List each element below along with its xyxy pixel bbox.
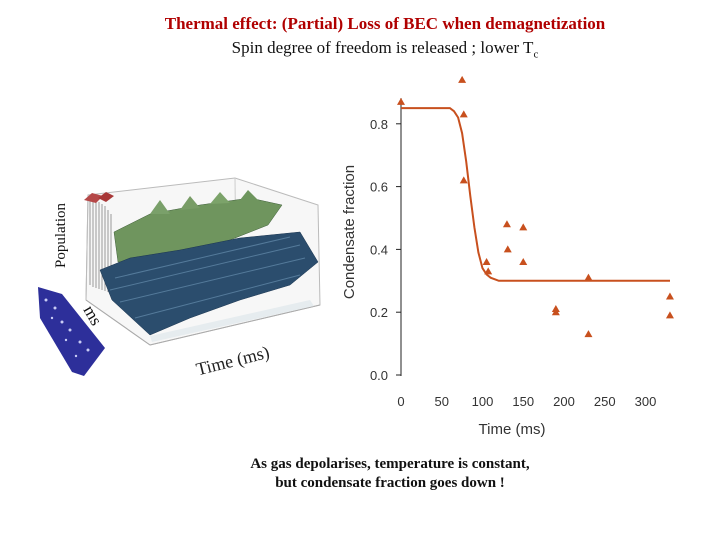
x-axis-label: Time (ms) bbox=[479, 421, 546, 438]
data-point bbox=[502, 220, 511, 228]
data-point bbox=[459, 176, 468, 184]
slide-subtitle: Spin degree of freedom is released ; low… bbox=[0, 38, 720, 60]
data-point bbox=[519, 223, 528, 231]
caption: As gas depolarises, temperature is const… bbox=[140, 455, 640, 493]
data-point bbox=[482, 257, 491, 265]
y-axis-label: Condensate fraction bbox=[341, 165, 358, 299]
x-tick-label: 0 bbox=[397, 394, 404, 409]
subtitle-subscript: c bbox=[533, 48, 539, 61]
data-point bbox=[459, 110, 468, 118]
x-tick-label: 250 bbox=[594, 394, 616, 409]
x-tick-label: 200 bbox=[553, 394, 575, 409]
x-tick-label: 150 bbox=[512, 394, 534, 409]
data-point bbox=[665, 292, 674, 300]
x-tick-label: 50 bbox=[435, 394, 449, 409]
data-point bbox=[551, 308, 560, 316]
y-tick-label: 0.6 bbox=[370, 180, 388, 195]
slide-title: Thermal effect: (Partial) Loss of BEC wh… bbox=[164, 14, 606, 33]
data-point bbox=[584, 330, 593, 338]
y-tick-label: 0.4 bbox=[370, 242, 388, 257]
x-tick-label: 300 bbox=[635, 394, 657, 409]
y-tick-label: 0.0 bbox=[370, 368, 388, 383]
data-point bbox=[519, 257, 528, 265]
x-tick-label: 100 bbox=[472, 394, 494, 409]
data-point bbox=[484, 267, 493, 275]
subtitle-text: Spin degree of freedom is released ; low… bbox=[231, 38, 534, 57]
data-point bbox=[584, 273, 593, 281]
y-tick-label: 0.8 bbox=[370, 117, 388, 132]
caption-line-2: but condensate fraction goes down ! bbox=[275, 475, 505, 491]
data-point bbox=[458, 75, 467, 83]
data-point bbox=[503, 245, 512, 253]
data-point bbox=[397, 97, 405, 105]
caption-line-1: As gas depolarises, temperature is const… bbox=[250, 456, 530, 472]
data-point bbox=[665, 311, 674, 319]
y-tick-label: 0.2 bbox=[370, 305, 388, 320]
fit-curve bbox=[401, 107, 670, 282]
